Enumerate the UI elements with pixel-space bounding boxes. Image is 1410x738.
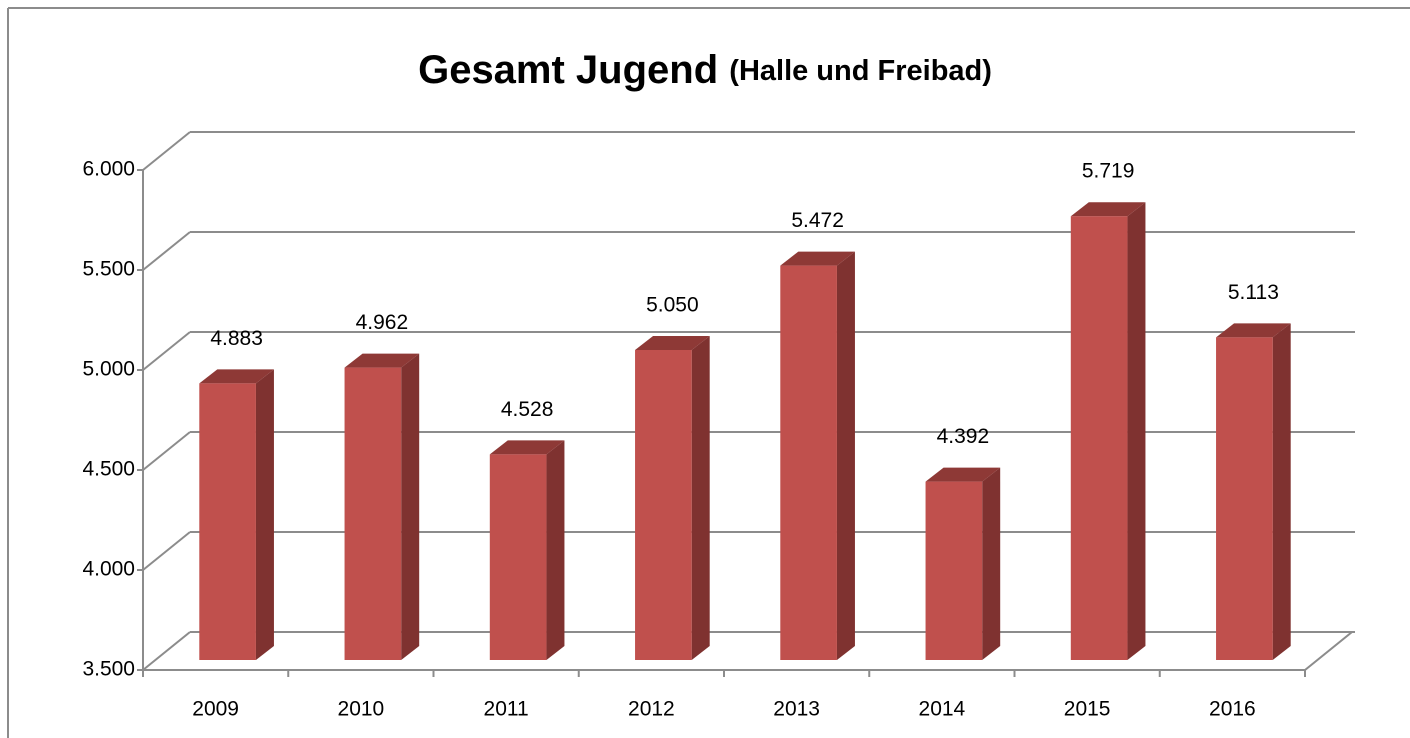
bar-side — [255, 369, 274, 660]
grid-line-side — [142, 531, 191, 571]
grid-line-side — [142, 331, 191, 371]
bar — [1216, 337, 1273, 660]
data-label: 5.472 — [791, 209, 844, 232]
bar — [199, 383, 256, 660]
bar — [344, 367, 402, 660]
bar-top — [925, 467, 1001, 482]
grid-line-side — [142, 131, 191, 171]
grid-line-side — [142, 431, 191, 471]
data-label: 5.113 — [1228, 281, 1279, 304]
bar-top — [1216, 323, 1291, 338]
bar — [925, 481, 983, 660]
y-tick-label: 3.500 — [82, 658, 135, 681]
data-label: 4.883 — [210, 327, 263, 350]
grid-line-side — [142, 631, 191, 671]
bar — [1070, 216, 1128, 660]
bar-side — [1272, 323, 1291, 660]
x-tick-label: 2011 — [484, 698, 529, 721]
bar — [635, 350, 692, 660]
bar-side — [1127, 202, 1146, 660]
x-tick-label: 2015 — [1064, 698, 1111, 721]
y-tick-label: 5.000 — [82, 358, 135, 381]
y-tick-label: 6.000 — [82, 158, 135, 181]
bar-top — [489, 440, 565, 455]
x-tick-label: 2016 — [1209, 698, 1256, 721]
x-tick-label: 2009 — [192, 698, 239, 721]
y-tick-label: 5.500 — [82, 258, 135, 281]
bar-side — [401, 353, 420, 660]
x-tick-label: 2010 — [338, 698, 385, 721]
title-sub: (Halle und Freibad) — [729, 55, 992, 87]
data-label: 4.392 — [937, 425, 990, 448]
data-label: 4.962 — [356, 311, 409, 334]
x-tick-label: 2012 — [628, 698, 675, 721]
bar-side — [546, 440, 565, 660]
bar-top — [1070, 202, 1146, 217]
bar-side — [836, 251, 855, 660]
y-tick-label: 4.000 — [82, 558, 135, 581]
data-label: 5.050 — [646, 294, 699, 317]
x-tick-label: 2013 — [773, 698, 820, 721]
bar-side — [982, 467, 1001, 660]
x-tick-label: 2014 — [919, 698, 966, 721]
bar-top — [199, 369, 274, 384]
data-label: 4.528 — [501, 398, 554, 421]
bar-top — [780, 251, 855, 266]
data-label: 5.719 — [1082, 160, 1135, 183]
bar — [780, 265, 837, 660]
bar-top — [344, 353, 420, 368]
grid-line-side — [142, 231, 191, 271]
bar-top — [635, 336, 710, 350]
bar — [489, 454, 547, 660]
floor — [143, 631, 1353, 671]
chart-title: Gesamt Jugend (Halle und Freibad) — [418, 48, 992, 92]
title-main: Gesamt Jugend — [418, 48, 718, 92]
bar-side — [691, 336, 710, 660]
y-tick-label: 4.500 — [82, 458, 135, 481]
